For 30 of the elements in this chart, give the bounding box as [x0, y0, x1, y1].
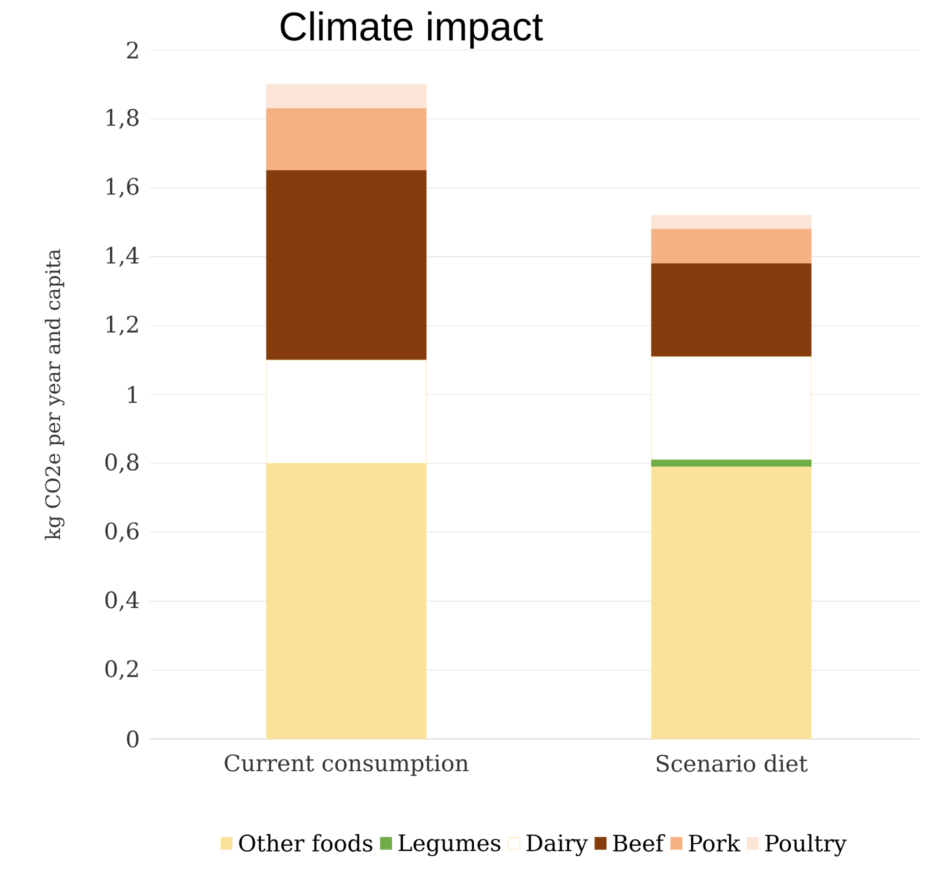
y-tick-label: 1,6 — [106, 178, 139, 198]
y-tick-label: 0,4 — [105, 591, 139, 612]
legend-label: Poultry — [765, 834, 847, 856]
y-tick-label: 0 — [127, 730, 138, 748]
legend-label: Beef — [613, 834, 666, 852]
y-tick-label: 1,2 — [106, 316, 138, 336]
bar — [266, 84, 427, 109]
y-tick-label: 0,2 — [105, 660, 138, 680]
bar — [266, 170, 427, 360]
bar — [651, 460, 812, 468]
y-tick-label: 0,8 — [105, 453, 138, 474]
bar — [266, 108, 427, 171]
x-tick-label: Scenario diet — [656, 754, 808, 772]
bar — [651, 356, 812, 460]
legend-label: Dairy — [526, 834, 588, 856]
x-tick-label: Current consumption — [224, 754, 469, 776]
legend-label: Pork — [688, 834, 740, 852]
y-tick-label: 0,6 — [105, 522, 139, 542]
bar — [651, 215, 812, 230]
bar — [651, 263, 812, 357]
y-tick-label: 1,4 — [106, 246, 139, 267]
y-axis-title: kg CO2e per year and capita — [44, 249, 64, 540]
legend-label: Legumes — [398, 834, 500, 856]
chart-title: Climate impact — [280, 11, 543, 49]
bar — [651, 228, 812, 264]
y-tick-label: 1 — [128, 386, 137, 403]
y-tick-label: 2 — [127, 42, 138, 58]
bar — [651, 466, 812, 740]
y-tick-label: 1,8 — [106, 108, 138, 129]
legend-label: Other foods — [239, 834, 372, 852]
